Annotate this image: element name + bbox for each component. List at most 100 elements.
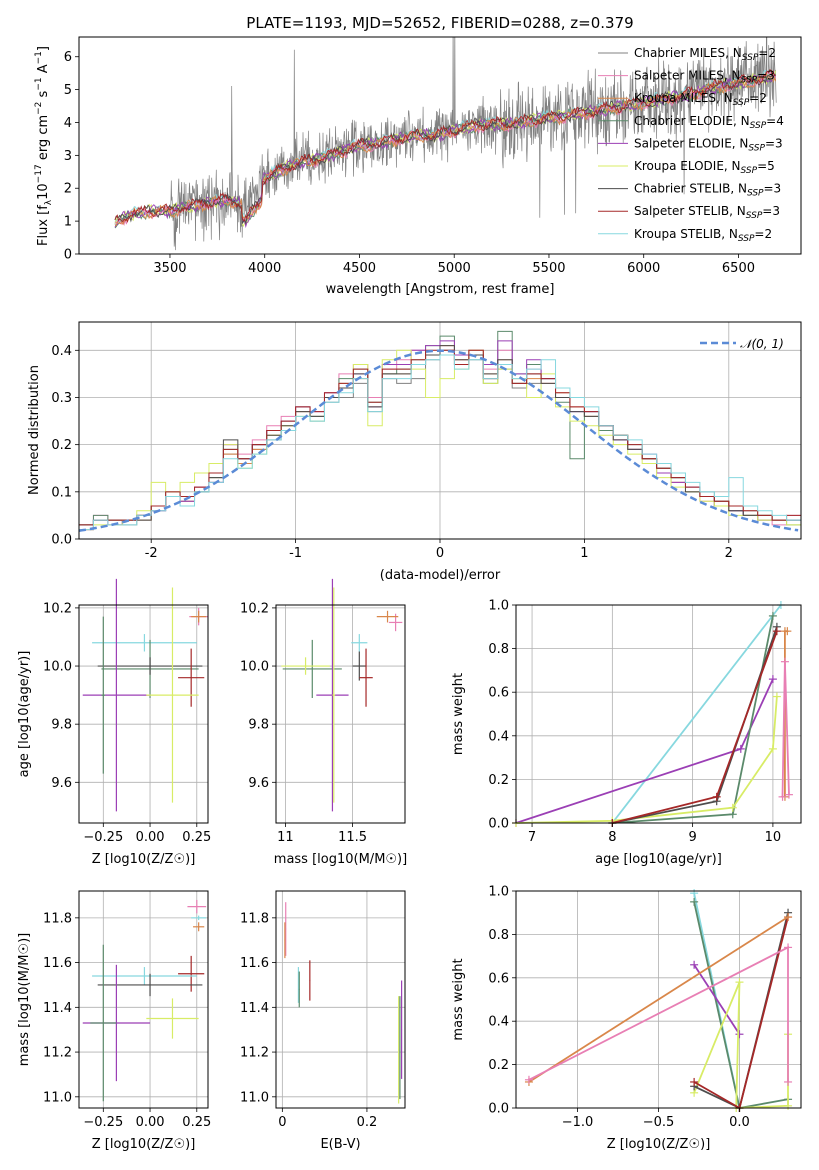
histogram-xlabel: (data-model)/error [380,568,501,583]
x-axis-label: age [log10(age/yr)] [595,852,722,867]
x-tick-label: 4500 [343,261,376,276]
model-spectrum-line [114,72,777,226]
gaussian-curve [79,349,799,532]
y-axis-label: age [log10(age/yr)] [17,651,32,778]
y-tick-label: 9.8 [248,718,269,733]
x-tick-label: 0.25 [182,1115,211,1130]
x-tick-label: −1.0 [562,1115,594,1130]
y-tick-label: 1 [64,215,72,230]
mass-vs-metallicity-panel: −0.25 0.00 0.25 11.0 11.2 11.4 11.6 11.8 Z [log1… [17,890,211,1152]
x-axis-label: E(B-V) [320,1137,360,1152]
y-tick-label: 11.8 [43,911,72,926]
y-tick-label: 0.6 [488,971,509,986]
weight-series-line [693,964,741,1035]
x-tick-label: 6000 [627,261,660,276]
y-tick-label: 0 [64,248,72,263]
weight-series-line [693,912,789,1110]
spectrum-ticks: 3500 4000 4500 5000 5500 6000 6500 0 1 2 3 4 5 6 [64,50,755,276]
weight-series-line [693,901,789,1110]
legend-entry: Kroupa MILES, NSSP=2 [634,91,767,108]
legend-entry: Salpeter STELIB, NSSP=3 [634,204,780,221]
x-tick-label: 4000 [248,261,281,276]
axes-frame [78,890,209,1109]
legend-entry: Kroupa ELODIE, NSSP=5 [634,159,775,176]
y-axis-label: mass weight [451,958,466,1040]
y-tick-label: 11.6 [240,956,269,971]
y-tick-label: 10.2 [43,601,72,616]
y-tick-label: 11.8 [240,911,269,926]
y-tick-label: 0.8 [488,928,509,943]
x-tick-label: 0.25 [182,830,211,845]
axes-frame [515,604,802,824]
y-tick-label: 4 [64,116,72,131]
x-tick-label: 10 [765,830,782,845]
y-tick-label: 1.0 [488,885,509,900]
model-spectrum-line [114,73,776,229]
y-tick-label: 0.1 [51,485,72,500]
y-tick-label: 0.4 [51,344,72,359]
x-tick-label: 0 [278,1115,286,1130]
x-tick-label: 9 [688,830,696,845]
y-tick-label: 11.4 [240,1001,269,1016]
x-tick-label: −0.25 [83,1115,123,1130]
histogram-plot-layer [79,322,801,540]
x-tick-label: -1 [289,546,302,561]
x-axis-label: Z [log10(Z/Z☉)] [607,1137,711,1152]
x-tick-label: 7 [528,830,536,845]
y-tick-label: 1.0 [488,599,509,614]
y-tick-label: 0.3 [51,391,72,406]
y-tick-label: 10.2 [240,601,269,616]
x-tick-label: 11.5 [338,830,367,845]
x-tick-label: 0 [436,546,444,561]
y-tick-label: 0.4 [488,729,509,744]
weight-series-line [515,696,778,824]
age-vs-mass-panel: 11 11.5 9.6 9.8 10.0 10.2 mass [log10(M/M☉)] [240,578,407,867]
histogram-series [79,349,801,539]
x-axis-label: Z [log10(Z/Z☉)] [92,852,196,867]
axes-frame [78,604,209,824]
x-tick-label: 3500 [153,261,186,276]
axes-frame [275,890,406,1109]
x-tick-label: 8 [608,830,616,845]
y-tick-label: 0.4 [488,1015,509,1030]
x-tick-label: 1 [580,546,588,561]
model-spectrum-line [114,69,776,223]
legend-entry: Salpeter MILES, NSSP=3 [634,69,775,86]
y-axis-label: mass [log10(M/M☉)] [17,933,32,1066]
y-tick-label: 11.4 [43,1001,72,1016]
massweight-vs-metallicity-panel: −1.0 −0.5 0.0 0.0 0.2 0.4 0.6 0.8 1.0 Z [log10(Z/… [451,885,802,1152]
age-vs-metallicity-panel: −0.25 0.00 0.25 9.6 9.8 10.0 10.2 Z [log10(Z/Z☉… [17,578,211,867]
x-tick-label: 0.2 [357,1115,378,1130]
y-tick-label: 0.8 [488,642,509,657]
residual-histogram-panel: -2 -1 0 1 2 0.0 0.1 0.2 0.3 0.4 (data-model)/erro… [27,321,802,583]
legend-entry: Chabrier MILES, NSSP=2 [634,46,776,63]
x-tick-label: 5500 [532,261,565,276]
y-tick-label: 11.0 [43,1090,72,1105]
x-tick-label: 0.00 [136,830,165,845]
spectrum-legend: Chabrier MILES, NSSP=2 Salpeter MILES, NS… [598,46,784,244]
x-axis-label: mass [log10(M/M☉)] [274,852,407,867]
y-tick-label: 11.0 [240,1090,269,1105]
y-tick-label: 9.6 [248,776,269,791]
y-axis-label: mass weight [451,673,466,755]
y-tick-label: 2 [64,182,72,197]
x-axis-label: Z [log10(Z/Z☉)] [92,1137,196,1152]
y-tick-label: 11.6 [43,956,72,971]
y-tick-label: 6 [64,50,72,65]
histogram-ticks: -2 -1 0 1 2 0.0 0.1 0.2 0.3 0.4 [51,344,733,561]
figure-title: PLATE=1193, MJD=52652, FIBERID=0288, z=0… [246,14,633,32]
weight-series-line [612,630,778,824]
x-tick-label: 0.0 [729,1115,750,1130]
gaussian-legend-label: 𝒩(0, 1) [740,337,784,351]
weight-series-line [693,916,789,1110]
weight-series-line [528,916,789,1083]
y-tick-label: 0.0 [51,533,72,548]
y-tick-label: 0.2 [51,438,72,453]
massweight-vs-age-panel: 7 8 9 10 0.0 0.2 0.4 0.6 0.8 1.0 age [log10(age/yr… [451,599,802,867]
x-tick-label: −0.25 [83,830,123,845]
histogram-ylabel: Normed distribution [27,365,42,495]
spectrum-plot-layer [114,37,777,251]
y-tick-label: 11.2 [43,1046,72,1061]
y-tick-label: 0.0 [488,817,509,832]
y-tick-label: 11.2 [240,1046,269,1061]
